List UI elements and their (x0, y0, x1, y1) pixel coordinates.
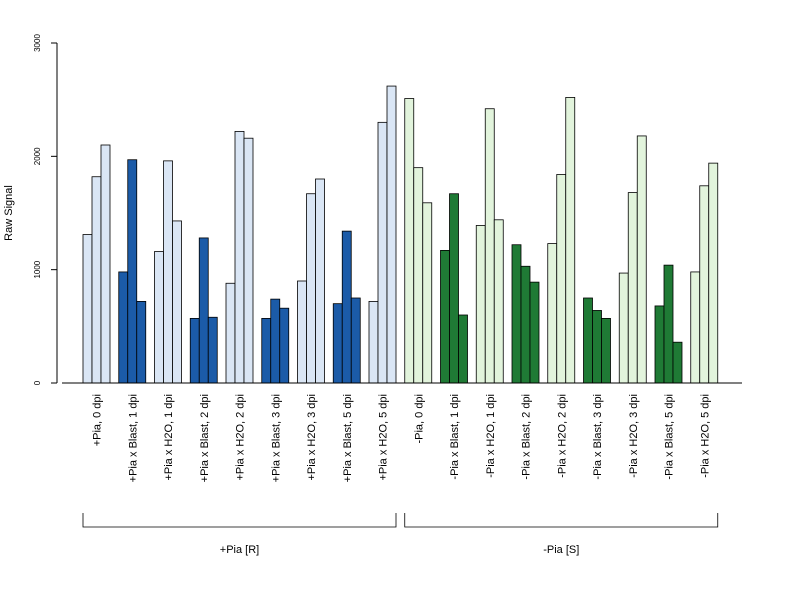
y-axis: 0 1000 2000 3000 (33, 34, 58, 385)
bar (91, 176, 102, 384)
bar (136, 300, 147, 384)
bar (297, 280, 307, 384)
x-tick-label: -Pia x H2O, 2 dpi (556, 394, 568, 478)
bar (368, 300, 379, 384)
bar (493, 219, 504, 384)
bar (565, 97, 576, 384)
group-bracket (82, 513, 397, 528)
bar (556, 174, 567, 384)
bar (82, 234, 93, 384)
x-tick-label: -Pia x Blast, 2 dpi (521, 394, 533, 480)
y-axis-title: Raw Signal (3, 185, 15, 241)
bar (377, 121, 388, 384)
group-label: +Pia [R] (220, 544, 259, 556)
y-tick-label: 3000 (33, 34, 42, 52)
x-tick-label: +Pia x H2O, 2 dpi (235, 394, 247, 481)
y-tick-label: 1000 (33, 260, 42, 278)
group-bracket (404, 513, 719, 528)
bar (315, 178, 325, 384)
x-tick-label: -Pia x Blast, 5 dpi (664, 394, 676, 480)
x-tick-label: +Pia x H2O, 1 dpi (163, 394, 175, 481)
bar (234, 130, 245, 384)
bar (198, 237, 209, 384)
x-tick-label: +Pia, 0 dpi (92, 394, 104, 446)
x-tick-labels: +Pia, 0 dpi +Pia x Blast, 1 dpi +Pia x H2O… (92, 394, 712, 482)
bar (708, 162, 719, 384)
bars (82, 85, 719, 384)
bar (654, 305, 665, 384)
bar (511, 244, 522, 384)
bar (672, 341, 683, 384)
bar (601, 317, 611, 384)
bar (690, 271, 701, 384)
bar (458, 314, 468, 384)
bar (118, 271, 129, 384)
bar (207, 316, 218, 384)
bar (699, 185, 710, 384)
bar (350, 297, 361, 384)
bar (163, 160, 173, 384)
bar (583, 297, 593, 384)
bar (636, 135, 647, 384)
bar (404, 98, 415, 384)
bar (413, 167, 424, 384)
group-brackets: +Pia [R] -Pia [S] (82, 513, 719, 556)
x-tick-label: +Pia x Blast, 1 dpi (127, 394, 139, 482)
x-tick-label: -Pia x Blast, 1 dpi (449, 394, 461, 480)
bar (627, 192, 638, 384)
group-label: -Pia [S] (543, 544, 579, 556)
bar (475, 225, 486, 384)
bar (341, 230, 352, 384)
x-tick-label: +Pia x Blast, 2 dpi (199, 394, 211, 482)
y-tick-label: 0 (33, 380, 42, 385)
bar (189, 317, 200, 384)
bar (386, 85, 397, 384)
x-tick-label: +Pia x H2O, 5 dpi (378, 394, 390, 481)
x-tick-label: +Pia x H2O, 3 dpi (306, 394, 318, 481)
x-tick-label: +Pia x Blast, 5 dpi (342, 394, 354, 482)
bar (332, 303, 343, 384)
bar (422, 202, 433, 384)
bar (225, 282, 236, 384)
bar (440, 249, 450, 384)
bar (127, 159, 138, 384)
bar (618, 272, 629, 384)
x-tick-label: -Pia x H2O, 5 dpi (699, 394, 711, 478)
bar (520, 265, 531, 384)
bar (279, 307, 290, 384)
x-tick-label: -Pia x H2O, 1 dpi (485, 394, 497, 478)
bar (154, 251, 164, 384)
bar (100, 144, 111, 384)
x-tick-label: +Pia x Blast, 3 dpi (270, 394, 282, 482)
bar (261, 317, 272, 384)
bar (484, 108, 495, 384)
bar (270, 298, 281, 384)
bar (243, 137, 254, 384)
x-tick-label: -Pia x Blast, 3 dpi (592, 394, 604, 480)
bar (529, 281, 540, 384)
x-tick-label: -Pia, 0 dpi (413, 394, 425, 444)
bar (547, 243, 558, 384)
y-tick-label: 2000 (33, 147, 42, 165)
bar (663, 264, 674, 384)
x-tick-label: -Pia x H2O, 3 dpi (628, 394, 640, 478)
bar (172, 220, 182, 384)
bar (306, 193, 316, 384)
bar (592, 310, 602, 384)
bar (449, 193, 459, 384)
